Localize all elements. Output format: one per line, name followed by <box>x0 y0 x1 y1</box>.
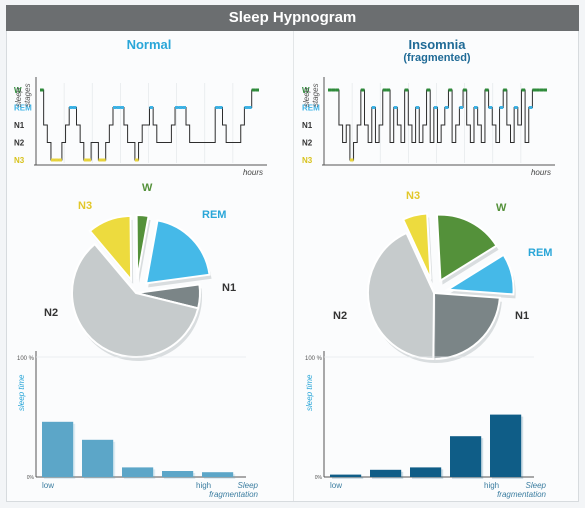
normal-hypno-ylabel-2: stages <box>23 83 32 107</box>
normal-pie-slice-REM <box>144 219 211 285</box>
normal-pie-slice-N2 <box>71 242 200 358</box>
normal-hypno-xlabel: hours <box>243 168 263 177</box>
normal-pie-label-N3: N3 <box>78 200 92 212</box>
normal-bar <box>202 472 234 477</box>
panel-title-insomnia: Insomnia <box>408 37 466 52</box>
insomnia-bar <box>370 469 402 477</box>
panel-title-normal: Normal <box>126 37 172 52</box>
normal-bar-ylabel: sleep time <box>17 374 26 411</box>
normal-stage-label-REM: REM <box>14 104 32 113</box>
normal-bar-y-zero: 0% <box>27 475 35 481</box>
normal-pie: W REM N1 N2 N3 <box>44 182 236 361</box>
normal-pie-label-N2: N2 <box>44 307 58 319</box>
panel-normal: Normal W REM N1 N2 N3 sleep stages hours W REM N1 N… <box>6 31 292 501</box>
normal-hypno-ylabel-1: sleep <box>14 87 23 107</box>
normal-bar <box>162 471 194 477</box>
normal-hypno-trace <box>40 89 259 161</box>
insomnia-stage-label-N3: N3 <box>302 156 313 165</box>
insomnia-hypnogram: W REM N1 N2 N3 sleep stages hours <box>302 77 555 177</box>
normal-pie-label-N1: N1 <box>222 282 236 294</box>
normal-bar <box>82 439 114 477</box>
insomnia-hypno-xlabel: hours <box>531 168 551 177</box>
normal-bar-high-label: high <box>196 481 211 490</box>
normal-stage-label-W: W <box>14 86 22 95</box>
normal-stage-label-N2: N2 <box>14 139 25 148</box>
insomnia-pie-slice-REM <box>444 253 515 296</box>
normal-bar-xlabel-1: Sleep <box>238 481 259 490</box>
insomnia-pie-slice-N1 <box>432 291 501 360</box>
normal-bar-low-label: low <box>42 481 54 490</box>
insomnia-stage-label-N2: N2 <box>302 139 313 148</box>
normal-charts: W REM N1 N2 N3 sleep stages hours W REM N1 N2 N3 100 … <box>14 77 267 499</box>
insomnia-pie-label-N2: N2 <box>333 310 347 322</box>
insomnia-bar-shadow <box>332 476 364 479</box>
insomnia-bar-low-label: low <box>330 481 342 490</box>
insomnia-pie-label-W: W <box>496 202 507 214</box>
insomnia-bar-high-label: high <box>484 481 499 490</box>
normal-pie-label-W: W <box>142 182 153 194</box>
insomnia-charts: W REM N1 N2 N3 sleep stages hours W REM N1 N2 N3 100 … <box>302 77 555 499</box>
insomnia-pie-label-REM: REM <box>528 247 552 259</box>
insomnia-bar-ylabel: sleep time <box>305 374 314 411</box>
normal-pie-slice-N3 <box>88 214 133 283</box>
normal-bar-xlabel-2: fragmentation <box>209 490 258 499</box>
insomnia-bar <box>410 467 442 477</box>
insomnia-pie-label-N3: N3 <box>406 190 420 202</box>
normal-pie-label-REM: REM <box>202 209 226 221</box>
insomnia-bar <box>450 436 482 477</box>
insomnia-bar-y-top: 100 % <box>305 356 323 362</box>
insomnia-hypno-ylabel-2: stages <box>311 83 320 107</box>
insomnia-stage-label-REM: REM <box>302 104 320 113</box>
insomnia-pie-slice-N2 <box>367 231 436 361</box>
normal-pie-slice-W <box>135 214 150 280</box>
page-title: Sleep Hypnogram <box>6 5 579 31</box>
panel-insomnia: Insomnia (fragmented) W REM N1 N2 N3 sleep sta… <box>293 31 580 501</box>
insomnia-hypno-trace <box>328 89 547 161</box>
panel-subtitle-insomnia: (fragmented) <box>403 52 471 64</box>
insomnia-pie-slice-N3 <box>401 212 432 280</box>
normal-stage-label-N3: N3 <box>14 156 25 165</box>
normal-hypnogram: W REM N1 N2 N3 sleep stages hours <box>14 77 267 177</box>
insomnia-pie-slice-W <box>435 213 498 283</box>
normal-bar <box>42 421 74 477</box>
insomnia-hypno-ylabel-1: sleep <box>302 87 311 107</box>
insomnia-pie: W REM N1 N2 N3 <box>333 190 552 363</box>
normal-stage-label-N1: N1 <box>14 121 25 130</box>
insomnia-bar <box>490 414 522 477</box>
insomnia-pie-label-N1: N1 <box>515 310 529 322</box>
insomnia-bar-chart: 100 % 0% sleep time low high Sleepfragmentati… <box>305 351 547 499</box>
normal-bar-chart: 100 % 0% sleep time low high Sleepfragmentati… <box>17 351 259 499</box>
insomnia-bar <box>330 474 362 477</box>
insomnia-bar-y-zero: 0% <box>315 475 323 481</box>
normal-bar-y-top: 100 % <box>17 356 35 362</box>
insomnia-stage-label-W: W <box>302 86 310 95</box>
insomnia-bar-xlabel-1: Sleep <box>526 481 547 490</box>
insomnia-bar-xlabel-2: fragmentation <box>497 490 546 499</box>
normal-bar <box>122 467 154 477</box>
insomnia-stage-label-N1: N1 <box>302 121 313 130</box>
